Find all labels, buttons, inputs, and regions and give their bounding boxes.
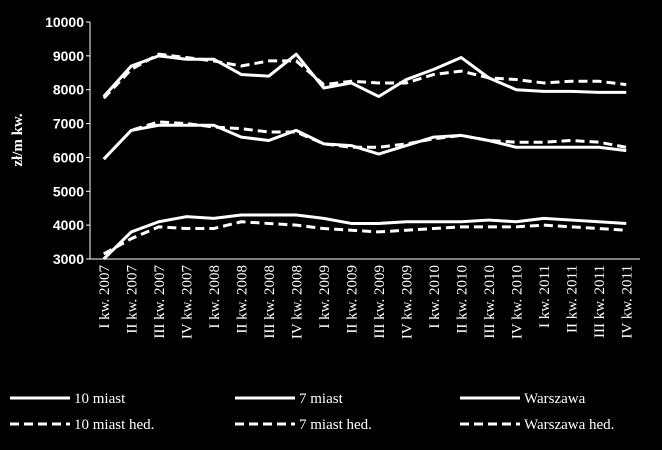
x-tick-label: IV kw. 2011 xyxy=(619,265,635,339)
x-tick-label: IV kw. 2007 xyxy=(179,265,195,340)
y-tick-label: 7000 xyxy=(53,116,84,132)
y-tick-label: 10000 xyxy=(45,14,84,30)
y-tick-label: 4000 xyxy=(53,217,84,233)
x-tick-label: III kw. 2010 xyxy=(482,265,498,339)
x-tick-label: II kw. 2009 xyxy=(344,265,360,334)
x-tick-label: II kw. 2008 xyxy=(234,265,250,334)
x-tick-label: III kw. 2009 xyxy=(372,265,388,339)
x-tick-label: III kw. 2007 xyxy=(152,265,168,339)
x-tick-label: II kw. 2007 xyxy=(124,265,140,334)
x-tick-label: I kw. 2010 xyxy=(427,265,443,329)
legend-label: Warszawa hed. xyxy=(524,417,614,433)
series-line xyxy=(102,213,627,261)
x-tick-label: I kw. 2009 xyxy=(317,265,333,329)
y-tick-label: 9000 xyxy=(53,48,84,64)
x-tick-label: IV kw. 2008 xyxy=(289,265,305,339)
y-tick-label: 6000 xyxy=(53,149,84,165)
legend-label: 7 miast xyxy=(299,391,344,407)
legend-label: 10 miast hed. xyxy=(74,417,154,433)
legend-label: 7 miast hed. xyxy=(299,417,372,433)
x-tick-label: II kw. 2011 xyxy=(564,265,580,333)
y-tick-label: 3000 xyxy=(53,251,84,267)
x-tick-label: III kw. 2011 xyxy=(592,265,608,338)
x-tick-label: IV kw. 2009 xyxy=(399,265,415,339)
legend-label: 10 miast xyxy=(74,391,126,407)
series-line xyxy=(102,52,627,98)
x-tick-label: III kw. 2008 xyxy=(262,265,278,339)
x-tick-label: I kw. 2011 xyxy=(537,265,553,328)
x-tick-label: IV kw. 2010 xyxy=(509,265,525,339)
y-axis-label: zł/m kw. xyxy=(10,113,26,167)
y-tick-label: 8000 xyxy=(53,82,84,98)
series-line xyxy=(103,220,627,256)
x-tick-label: I kw. 2008 xyxy=(207,265,223,329)
series-line xyxy=(102,120,627,161)
legend-label: Warszawa xyxy=(524,391,586,407)
series-line xyxy=(102,52,627,100)
y-tick-label: 5000 xyxy=(53,183,84,199)
x-tick-label: II kw. 2010 xyxy=(454,265,470,334)
x-tick-label: I kw. 2007 xyxy=(97,265,113,329)
